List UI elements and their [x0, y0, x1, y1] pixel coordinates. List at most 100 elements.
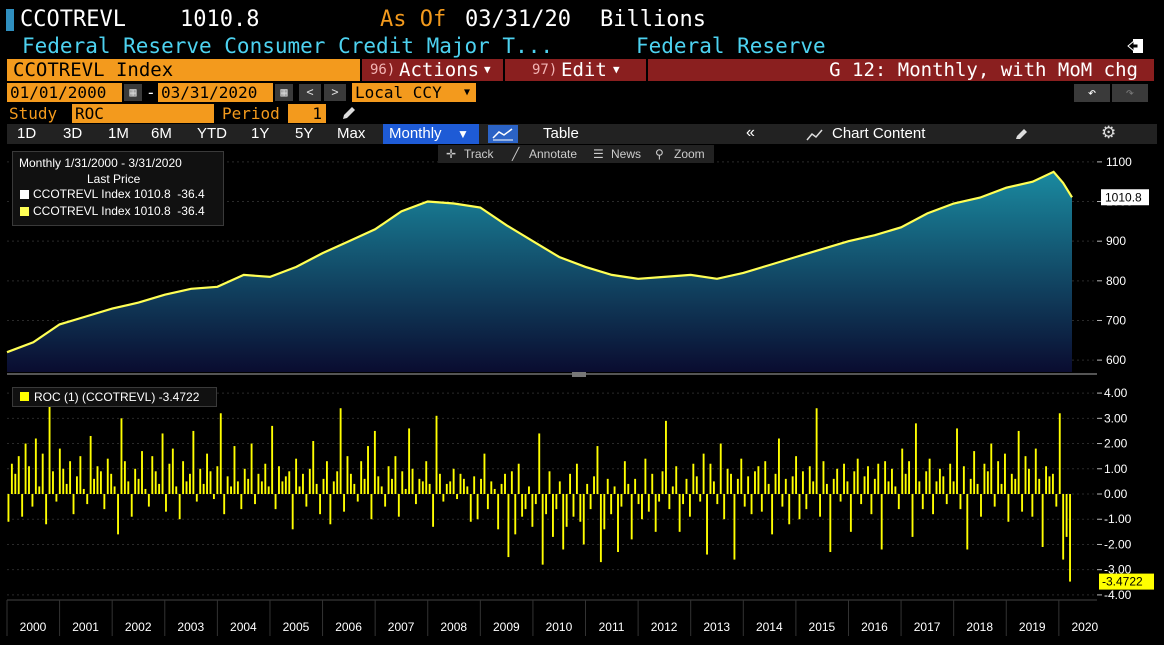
roc-bar	[966, 494, 969, 550]
roc-bar	[565, 494, 568, 527]
roc-bar	[760, 494, 763, 512]
start-date-field[interactable]: 01/01/2000	[7, 83, 122, 102]
security-field[interactable]: CCOTREVL Index	[7, 59, 360, 81]
roc-bar	[630, 494, 633, 540]
legend-swatch-yellow	[20, 392, 29, 401]
frequency-select[interactable]: Monthly ▼	[383, 124, 479, 144]
period-field[interactable]: 1	[288, 104, 326, 123]
roc-bar	[973, 451, 976, 494]
chart-name[interactable]: G 12: Monthly, with MoM chg	[648, 59, 1154, 81]
roc-bar	[1014, 478, 1017, 494]
gear-icon[interactable]: ⚙	[1101, 123, 1117, 143]
period-button-1m[interactable]: 1M	[108, 125, 129, 142]
roc-bar	[312, 441, 315, 494]
next-period-button[interactable]: >	[324, 84, 346, 101]
roc-bar	[480, 478, 482, 494]
track-button[interactable]: Track	[464, 147, 494, 161]
period-button-6m[interactable]: 6M	[151, 125, 172, 142]
roc-bar	[34, 438, 37, 494]
roc-bar	[654, 494, 657, 532]
roc-bar	[699, 494, 702, 502]
calendar-icon[interactable]: ▦	[124, 84, 142, 101]
roc-bar	[582, 494, 585, 545]
roc-bar	[322, 478, 325, 494]
roc-bar	[10, 463, 13, 494]
x-tick-label: 2001	[72, 620, 99, 634]
roc-bar	[781, 494, 784, 507]
export-icon[interactable]	[1127, 36, 1145, 54]
roc-bar	[599, 494, 602, 563]
study-label: Study	[9, 104, 58, 123]
undo-button[interactable]: ↶	[1074, 84, 1110, 102]
prev-period-button[interactable]: <	[299, 84, 321, 101]
roc-bar	[38, 486, 41, 494]
news-button[interactable]: News	[611, 147, 642, 161]
x-tick-label: 2016	[861, 620, 888, 634]
roc-bar	[76, 476, 78, 494]
x-tick-label: 2004	[230, 620, 257, 634]
roc-bar	[476, 494, 479, 520]
calendar-icon[interactable]: ▦	[275, 84, 293, 101]
header-row: CCOTREVL 1010.8 As Of 03/31/20 Billions	[0, 6, 1164, 34]
roc-bar	[634, 478, 637, 494]
roc-bar	[514, 494, 517, 535]
table-button[interactable]: Table	[543, 125, 579, 142]
roc-bar	[319, 494, 322, 515]
roc-bar	[853, 471, 856, 494]
top-y-axis: 600700800900100011001010.8	[1097, 155, 1149, 367]
roc-bar	[295, 458, 298, 494]
edit-icon[interactable]	[1014, 126, 1030, 142]
roc-bar	[332, 481, 335, 494]
price-line	[6, 170, 1073, 354]
period-button-1y[interactable]: 1Y	[251, 125, 270, 142]
period-button-ytd[interactable]: YTD	[197, 125, 227, 142]
roc-bar	[254, 494, 256, 505]
currency-select[interactable]: Local CCY ▼	[352, 83, 476, 102]
zoom-button[interactable]: Zoom	[674, 147, 705, 161]
bottom-legend[interactable]: ROC (1) (CCOTREVL) -3.4722	[12, 387, 217, 407]
period-button-max[interactable]: Max	[337, 125, 366, 142]
panel-resize-handle[interactable]	[572, 372, 586, 377]
roc-bar	[723, 494, 726, 520]
line-chart-icon[interactable]	[488, 125, 518, 143]
end-date-field[interactable]: 03/31/2020	[158, 83, 273, 102]
last-price-label: 1010.8	[1105, 190, 1142, 204]
roc-bar	[178, 494, 181, 520]
study-select[interactable]: ROC	[72, 104, 214, 123]
x-tick-label: 2010	[546, 620, 573, 634]
roc-bar	[658, 494, 661, 502]
roc-bar	[260, 481, 263, 494]
collapse-icon[interactable]: «	[746, 124, 755, 141]
roc-bar	[182, 461, 185, 494]
roc-bar	[408, 428, 411, 494]
period-button-3d[interactable]: 3D	[63, 125, 83, 142]
period-button-5y[interactable]: 5Y	[295, 125, 314, 142]
roc-bar	[623, 461, 626, 494]
y-tick-label: -4.00	[1104, 588, 1132, 602]
roc-bar	[192, 430, 195, 494]
redo-button[interactable]: ↷	[1112, 84, 1148, 102]
roc-bar	[1058, 413, 1061, 494]
chart-content-button[interactable]: Chart Content	[832, 125, 926, 142]
roc-bar	[1034, 448, 1037, 494]
roc-bar	[774, 473, 777, 494]
edit-label: Edit	[561, 59, 607, 81]
frequency-label: Monthly	[389, 125, 442, 142]
roc-bar	[236, 481, 239, 494]
roc-bar	[884, 461, 887, 494]
roc-bar	[928, 458, 931, 494]
roc-bar	[908, 461, 911, 494]
roc-bar	[860, 494, 863, 505]
roc-bar	[1041, 494, 1044, 547]
roc-bar	[555, 494, 558, 510]
actions-menu[interactable]: 96) Actions ▼	[362, 59, 503, 81]
pencil-icon[interactable]	[340, 104, 358, 122]
top-legend[interactable]: Monthly 1/31/2000 - 3/31/2020 Last Price…	[12, 151, 224, 226]
roc-bar	[302, 473, 304, 494]
annotate-button[interactable]: Annotate	[529, 147, 578, 161]
x-tick-label: 2003	[177, 620, 204, 634]
edit-menu[interactable]: 97) Edit ▼	[505, 59, 646, 81]
period-button-1d[interactable]: 1D	[17, 125, 37, 142]
x-axis: 2000 2001 2002 2003 2004 2005 2006 2007 2008 2009…	[6, 600, 1099, 636]
legend-subtitle: Last Price	[87, 172, 141, 186]
